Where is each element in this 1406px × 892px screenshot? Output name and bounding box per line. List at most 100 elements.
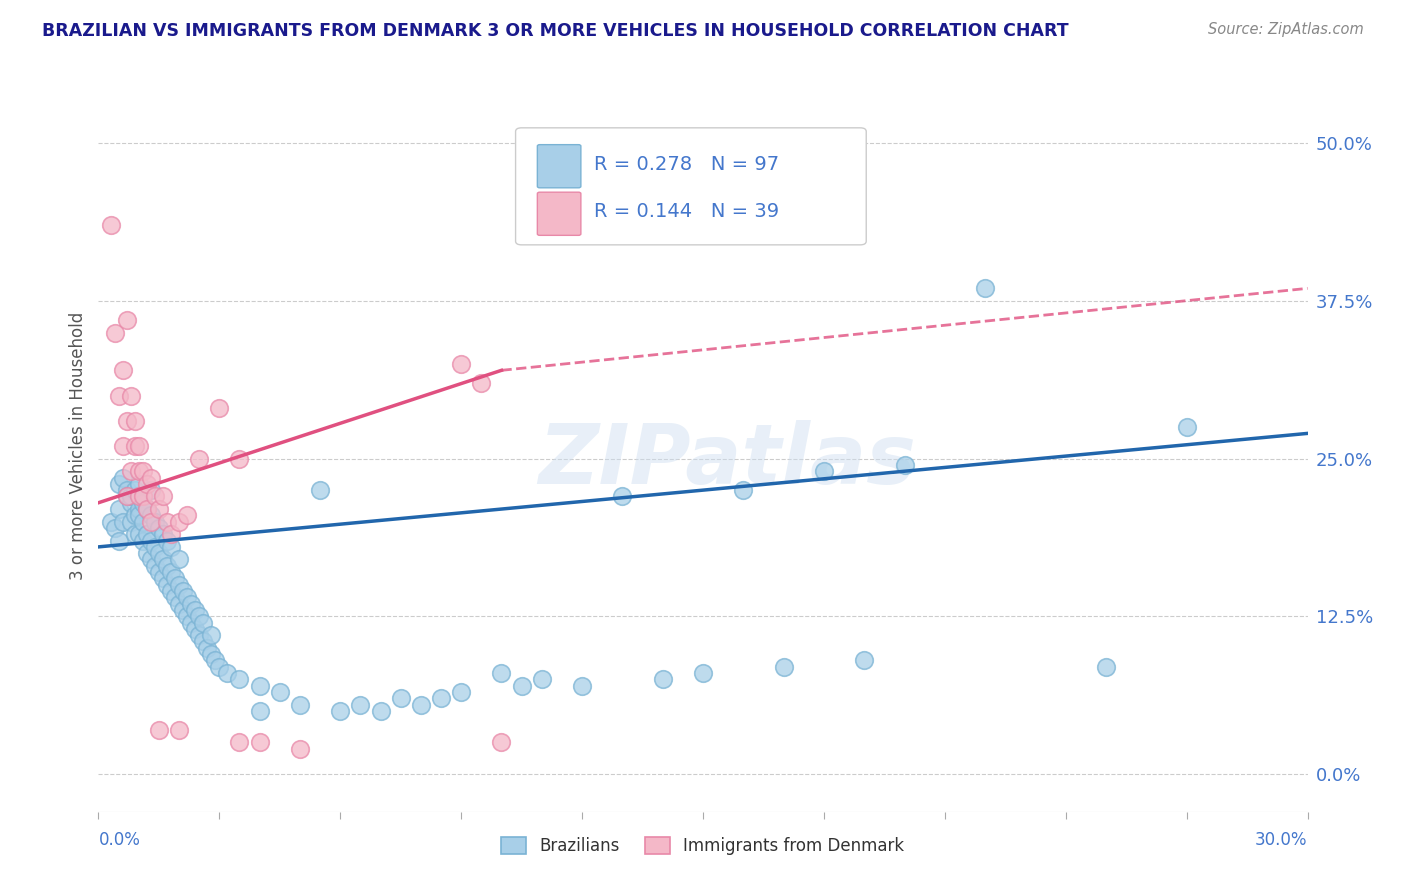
Point — [217, 665, 239, 680]
Point — [120, 515, 142, 529]
Point — [853, 653, 876, 667]
Point — [349, 698, 371, 712]
Point — [188, 609, 211, 624]
Point — [172, 584, 194, 599]
Point — [200, 647, 222, 661]
Point — [156, 578, 179, 592]
Point — [195, 640, 218, 655]
Point — [450, 685, 472, 699]
Point — [176, 609, 198, 624]
Point — [132, 515, 155, 529]
Point — [132, 496, 155, 510]
FancyBboxPatch shape — [537, 192, 581, 235]
Point — [152, 552, 174, 566]
Point — [128, 490, 150, 504]
Point — [128, 527, 150, 541]
Point — [139, 552, 162, 566]
Point — [692, 665, 714, 680]
Point — [228, 451, 250, 466]
Point — [124, 508, 146, 523]
Text: BRAZILIAN VS IMMIGRANTS FROM DENMARK 3 OR MORE VEHICLES IN HOUSEHOLD CORRELATION: BRAZILIAN VS IMMIGRANTS FROM DENMARK 3 O… — [42, 22, 1069, 40]
Point — [143, 515, 166, 529]
Point — [288, 698, 311, 712]
Point — [450, 357, 472, 371]
Point — [160, 540, 183, 554]
Point — [491, 665, 513, 680]
Point — [813, 464, 835, 478]
Point — [1095, 659, 1118, 673]
Point — [470, 376, 492, 390]
Point — [111, 515, 134, 529]
Point — [974, 281, 997, 295]
Point — [409, 698, 432, 712]
Point — [389, 691, 412, 706]
Point — [193, 615, 215, 630]
Point — [156, 533, 179, 548]
Point — [115, 414, 138, 428]
Point — [135, 502, 157, 516]
Point — [152, 490, 174, 504]
Legend: Brazilians, Immigrants from Denmark: Brazilians, Immigrants from Denmark — [495, 830, 911, 862]
Point — [329, 704, 352, 718]
Point — [143, 490, 166, 504]
Point — [193, 634, 215, 648]
Text: ZIPatlas: ZIPatlas — [538, 420, 917, 501]
Point — [128, 464, 150, 478]
Point — [160, 565, 183, 579]
Point — [100, 219, 122, 233]
Point — [249, 704, 271, 718]
Point — [530, 673, 553, 687]
Point — [139, 515, 162, 529]
Point — [204, 653, 226, 667]
Point — [893, 458, 915, 472]
Point — [167, 515, 190, 529]
Point — [772, 659, 794, 673]
Point — [111, 363, 134, 377]
Point — [135, 476, 157, 491]
Point — [208, 659, 231, 673]
Point — [733, 483, 755, 497]
Point — [115, 483, 138, 497]
Point — [135, 546, 157, 560]
Point — [128, 476, 150, 491]
Point — [100, 515, 122, 529]
Point — [135, 502, 157, 516]
FancyBboxPatch shape — [516, 128, 866, 244]
Point — [309, 483, 332, 497]
Point — [120, 388, 142, 402]
Point — [269, 685, 291, 699]
Point — [160, 527, 183, 541]
Point — [124, 414, 146, 428]
Point — [188, 628, 211, 642]
Point — [651, 673, 673, 687]
Point — [184, 622, 207, 636]
Point — [139, 508, 162, 523]
Point — [132, 533, 155, 548]
Point — [107, 533, 129, 548]
Point — [128, 502, 150, 516]
Point — [571, 679, 593, 693]
Point — [135, 527, 157, 541]
Point — [139, 483, 162, 497]
Point — [148, 521, 170, 535]
Point — [176, 508, 198, 523]
Y-axis label: 3 or more Vehicles in Household: 3 or more Vehicles in Household — [69, 312, 87, 580]
Point — [184, 603, 207, 617]
Point — [132, 490, 155, 504]
Point — [208, 401, 231, 416]
Point — [167, 578, 190, 592]
Text: 0.0%: 0.0% — [98, 830, 141, 848]
Point — [156, 515, 179, 529]
Point — [180, 597, 202, 611]
Text: R = 0.144   N = 39: R = 0.144 N = 39 — [595, 202, 779, 221]
Point — [115, 490, 138, 504]
Text: R = 0.278   N = 97: R = 0.278 N = 97 — [595, 155, 779, 174]
Point — [163, 571, 186, 585]
Point — [124, 483, 146, 497]
Point — [163, 591, 186, 605]
Point — [120, 496, 142, 510]
Point — [143, 540, 166, 554]
Point — [249, 735, 271, 749]
Point — [167, 552, 190, 566]
Point — [370, 704, 392, 718]
